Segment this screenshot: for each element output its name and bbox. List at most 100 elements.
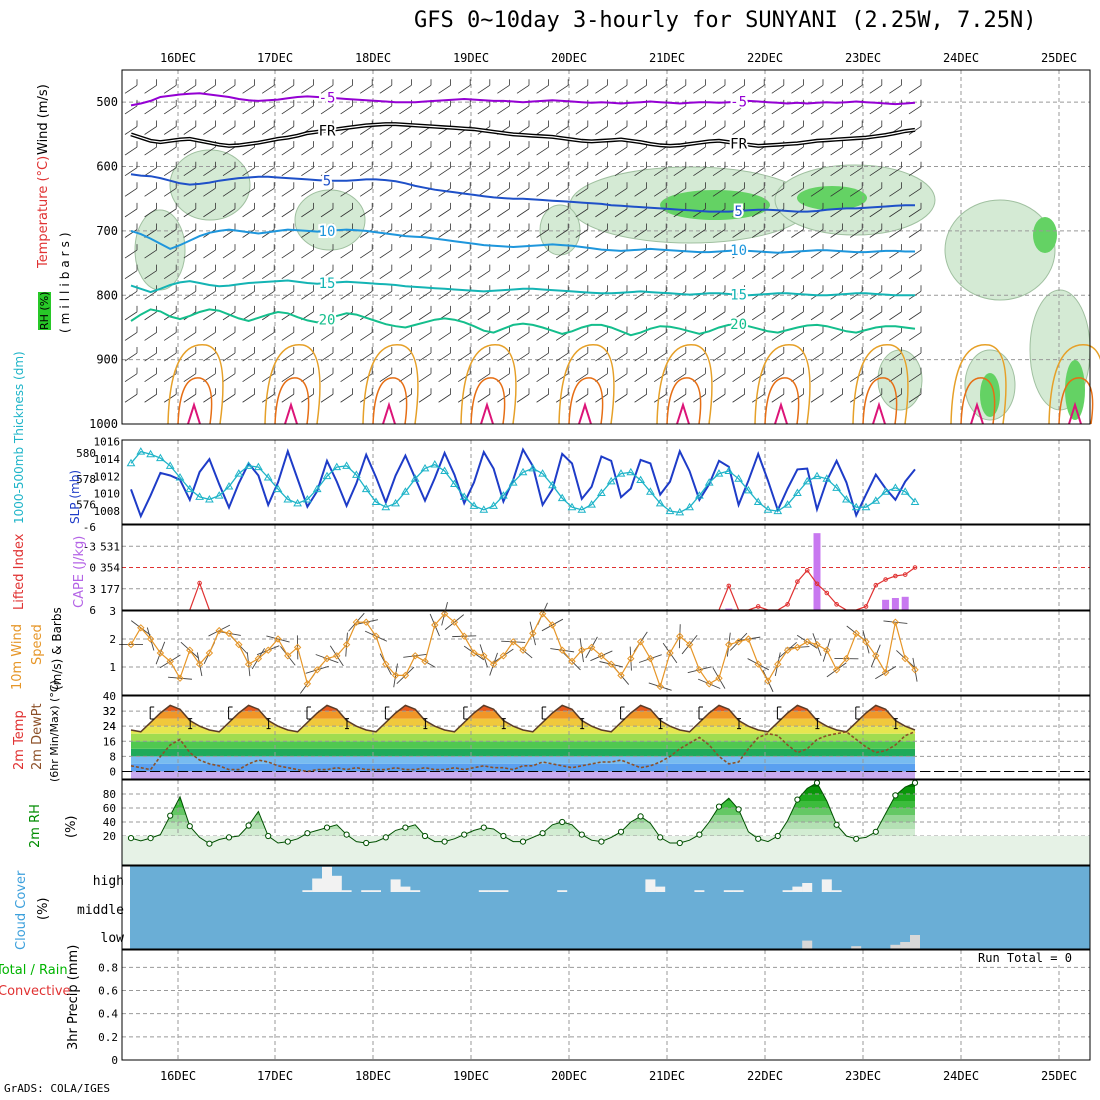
upper-wind-barb <box>673 347 687 362</box>
upper-wind-barb <box>751 264 765 280</box>
surface-isotherm-35 <box>382 401 396 425</box>
wind10m-speed-point <box>617 671 625 680</box>
upper-wind-barb <box>359 326 373 341</box>
upper-wind-barb <box>634 120 647 135</box>
rh-point <box>559 818 566 826</box>
upper-wind-barb <box>261 367 275 382</box>
thickness-point <box>842 494 851 503</box>
cloud-axis-title: Cloud Cover <box>14 870 29 950</box>
chart-title: GFS 0~10day 3-hourly for SUNYANI (2.25W,… <box>414 8 1037 33</box>
thickness-point <box>185 484 195 493</box>
wind10m-speed-point <box>529 629 537 638</box>
thickness-point <box>234 469 244 477</box>
upper-wind-barb <box>261 161 275 177</box>
cape-bar <box>725 608 733 610</box>
upper-wind-barb <box>673 285 687 300</box>
top-date-label: 18DEC <box>355 51 391 65</box>
surface-isotherm-35 <box>578 401 592 425</box>
thickness-point <box>802 476 812 485</box>
upper-wind-barb <box>144 79 157 94</box>
upper-wind-barb <box>732 79 745 94</box>
upper-wind-barb <box>693 223 706 238</box>
cape-tick-label: 354 <box>100 562 120 575</box>
rh-point <box>480 824 487 831</box>
upper-wind-barb <box>124 79 138 94</box>
wind10m-speed-point <box>832 666 841 674</box>
upper-wind-barb <box>399 264 412 280</box>
rh-shading-region <box>294 189 366 251</box>
upper-wind-barb <box>791 202 804 218</box>
rh-point <box>755 835 762 842</box>
upper-wind-barb <box>497 367 510 382</box>
upper-wind-barb <box>163 141 177 156</box>
upper-wind-barb <box>810 285 824 300</box>
upper-wind-barb <box>849 388 863 403</box>
upper-temp-title: Temperature (°C) <box>36 155 51 268</box>
upper-wind-barb <box>555 141 569 156</box>
upper-wind-barb <box>830 285 843 300</box>
rh-point <box>833 821 840 828</box>
upper-wind-barb <box>340 182 353 197</box>
upper-wind-barb <box>653 388 667 403</box>
upper-wind-barb <box>810 305 824 321</box>
temperature-band <box>131 718 915 727</box>
upper-wind-barb <box>869 367 883 382</box>
dewpt-axis-title: 2m DewPt <box>30 703 45 770</box>
upper-wind-barb <box>908 202 922 218</box>
top-date-label: 20DEC <box>551 51 587 65</box>
upper-wind-barb <box>124 182 138 197</box>
wind10m-speed-point <box>734 638 743 646</box>
upper-wind-barb <box>399 161 412 177</box>
lifted-index-point <box>824 590 830 596</box>
upper-wind-barb <box>222 182 236 197</box>
upper-wind-barb <box>830 347 843 362</box>
wind10m-speed-point <box>656 682 664 691</box>
upper-wind-barb <box>830 264 843 280</box>
thickness-point <box>695 491 704 499</box>
temperature-band <box>131 756 915 764</box>
temperature-band <box>131 771 915 779</box>
upper-wind-barb <box>222 305 236 321</box>
upper-wind-barb <box>555 223 569 238</box>
upper-wind-barb <box>379 182 393 197</box>
upper-wind-barb <box>673 79 687 94</box>
upper-wind-barb <box>771 120 785 135</box>
upper-wind-barb <box>203 202 216 218</box>
wind10m-speed-point <box>450 618 459 626</box>
upper-wind-barb <box>830 367 843 382</box>
thickness-point <box>136 447 146 455</box>
upper-wind-barb <box>869 285 883 300</box>
thickness-point <box>283 494 293 503</box>
bottom-date-label: 25DEC <box>1041 1069 1077 1083</box>
cloud-high-bar <box>821 879 832 892</box>
upper-wind-barb <box>791 367 804 382</box>
upper-wind-barb <box>889 182 902 197</box>
upper-wind-barb <box>516 202 530 218</box>
surface-isotherm-35 <box>774 401 788 425</box>
wind10m-speed-point <box>695 666 704 674</box>
upper-wind-barb <box>614 388 628 403</box>
upper-wind-barb <box>379 347 393 362</box>
rh-point <box>323 824 331 831</box>
upper-wind-barb <box>301 244 314 259</box>
temperature-minmax-bar <box>463 706 506 730</box>
upper-wind-barb <box>869 79 883 94</box>
upper-wind-barb <box>751 161 765 177</box>
rh-tick-label: 20 <box>103 830 116 843</box>
upper-wind-barb <box>457 244 471 259</box>
upper-wind-barb <box>222 285 236 300</box>
upper-wind-barb <box>124 120 138 135</box>
upper-wind-barb <box>516 285 530 300</box>
upper-wind-barb <box>849 264 863 280</box>
rh-point <box>774 832 781 840</box>
cape-bar <box>901 596 909 610</box>
isotherm-label: 20 <box>730 317 747 333</box>
thickness-point <box>851 502 861 511</box>
rh-point <box>676 839 683 847</box>
lifted-index-tick-label: -3 <box>83 540 96 553</box>
rh-point <box>598 838 605 845</box>
upper-wind-barb <box>261 99 275 115</box>
rh-shading-region <box>944 199 1056 301</box>
rh-point <box>617 828 625 835</box>
isotherm-line <box>130 228 915 254</box>
